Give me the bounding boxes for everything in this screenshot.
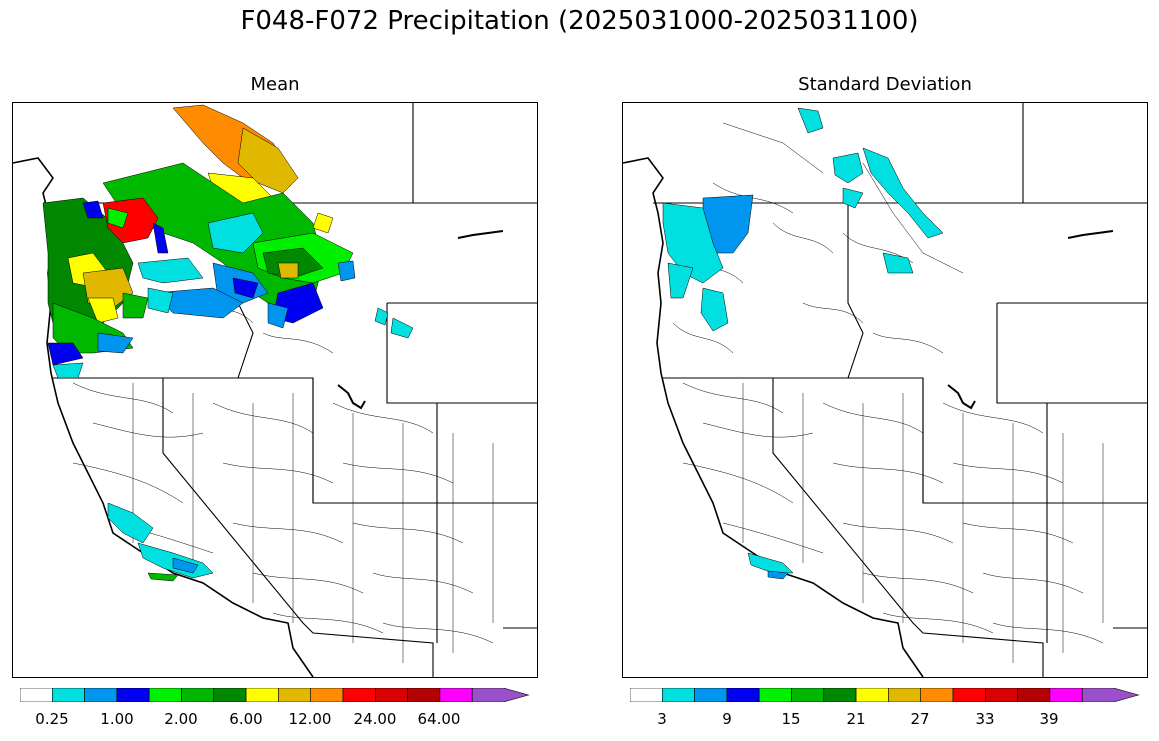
stddev-colorbar-swatch xyxy=(630,688,663,702)
mean-colorbar-swatch xyxy=(84,688,118,702)
stddev-fills xyxy=(662,107,944,580)
figure-title: F048-F072 Precipitation (2025031000-2025… xyxy=(240,6,919,36)
great-salt-lake xyxy=(337,384,366,410)
stddev-colorbar xyxy=(630,688,1140,702)
stddev-tick-label: 9 xyxy=(722,710,732,728)
stddev-colorbar-swatch xyxy=(1049,688,1083,702)
mean-tick-label: 0.25 xyxy=(35,710,69,728)
mean-colorbar-swatch xyxy=(310,688,344,702)
stddev-colorbar-swatch xyxy=(1081,688,1140,702)
coastline xyxy=(623,157,924,677)
stddev-colorbar-swatch xyxy=(855,688,889,702)
stddev-colorbar-swatch xyxy=(888,688,921,702)
stddev-colorbar-ticks: 3 9 15 21 27 33 39 xyxy=(630,708,1140,730)
stddev-colorbar-swatch xyxy=(726,688,760,702)
mean-tick-label: 64.00 xyxy=(417,710,461,728)
mean-colorbar-ticks: 0.25 1.00 2.00 6.00 12.00 24.00 64.00 xyxy=(20,708,530,730)
mean-colorbar-swatch xyxy=(245,688,279,702)
stddev-colorbar-swatch xyxy=(952,688,986,702)
mean-colorbar-swatch xyxy=(471,688,530,702)
mean-colorbar xyxy=(20,688,530,702)
mean-colorbar-swatch xyxy=(374,688,408,702)
stddev-colorbar-swatch xyxy=(823,688,857,702)
lake-feature xyxy=(457,230,504,239)
mean-colorbar-swatch xyxy=(51,688,85,702)
stddev-tick-label: 21 xyxy=(846,710,866,728)
lake-feature xyxy=(1067,230,1114,239)
mean-colorbar-swatch xyxy=(20,688,53,702)
mean-colorbar-swatch xyxy=(213,688,247,702)
stddev-tick-label: 39 xyxy=(1039,710,1059,728)
mean-tick-label: 1.00 xyxy=(100,710,134,728)
stddev-tick-label: 15 xyxy=(781,710,801,728)
stddev-colorbar-swatch xyxy=(694,688,728,702)
mean-tick-label: 6.00 xyxy=(229,710,263,728)
mean-colorbar-swatch xyxy=(148,688,182,702)
stddev-tick-label: 3 xyxy=(657,710,667,728)
stddev-tick-label: 27 xyxy=(910,710,930,728)
mean-colorbar-swatch xyxy=(407,688,441,702)
stddev-tick-label: 33 xyxy=(975,710,995,728)
stddev-colorbar-swatch xyxy=(791,688,825,702)
stddev-colorbar-swatch xyxy=(984,688,1018,702)
mean-colorbar-swatch xyxy=(439,688,473,702)
mean-colorbar-swatch xyxy=(342,688,376,702)
mean-tick-label: 24.00 xyxy=(353,710,397,728)
stddev-colorbar-swatch xyxy=(758,688,792,702)
mean-colorbar-swatch xyxy=(181,688,215,702)
basin-outlines xyxy=(672,122,1104,663)
mean-tick-label: 12.00 xyxy=(288,710,332,728)
mean-tick-label: 2.00 xyxy=(164,710,198,728)
mean-map xyxy=(12,102,538,678)
stddev-colorbar-swatch xyxy=(920,688,954,702)
mean-colorbar-swatch xyxy=(278,688,311,702)
stddev-panel-title: Standard Deviation xyxy=(798,74,972,95)
stddev-colorbar-swatch xyxy=(661,688,695,702)
great-salt-lake xyxy=(947,384,976,410)
mean-precip-fills xyxy=(42,104,414,582)
stddev-map xyxy=(622,102,1148,678)
mean-colorbar-swatch xyxy=(116,688,150,702)
mean-panel-title: Mean xyxy=(250,74,300,95)
stddev-colorbar-swatch xyxy=(1017,688,1051,702)
